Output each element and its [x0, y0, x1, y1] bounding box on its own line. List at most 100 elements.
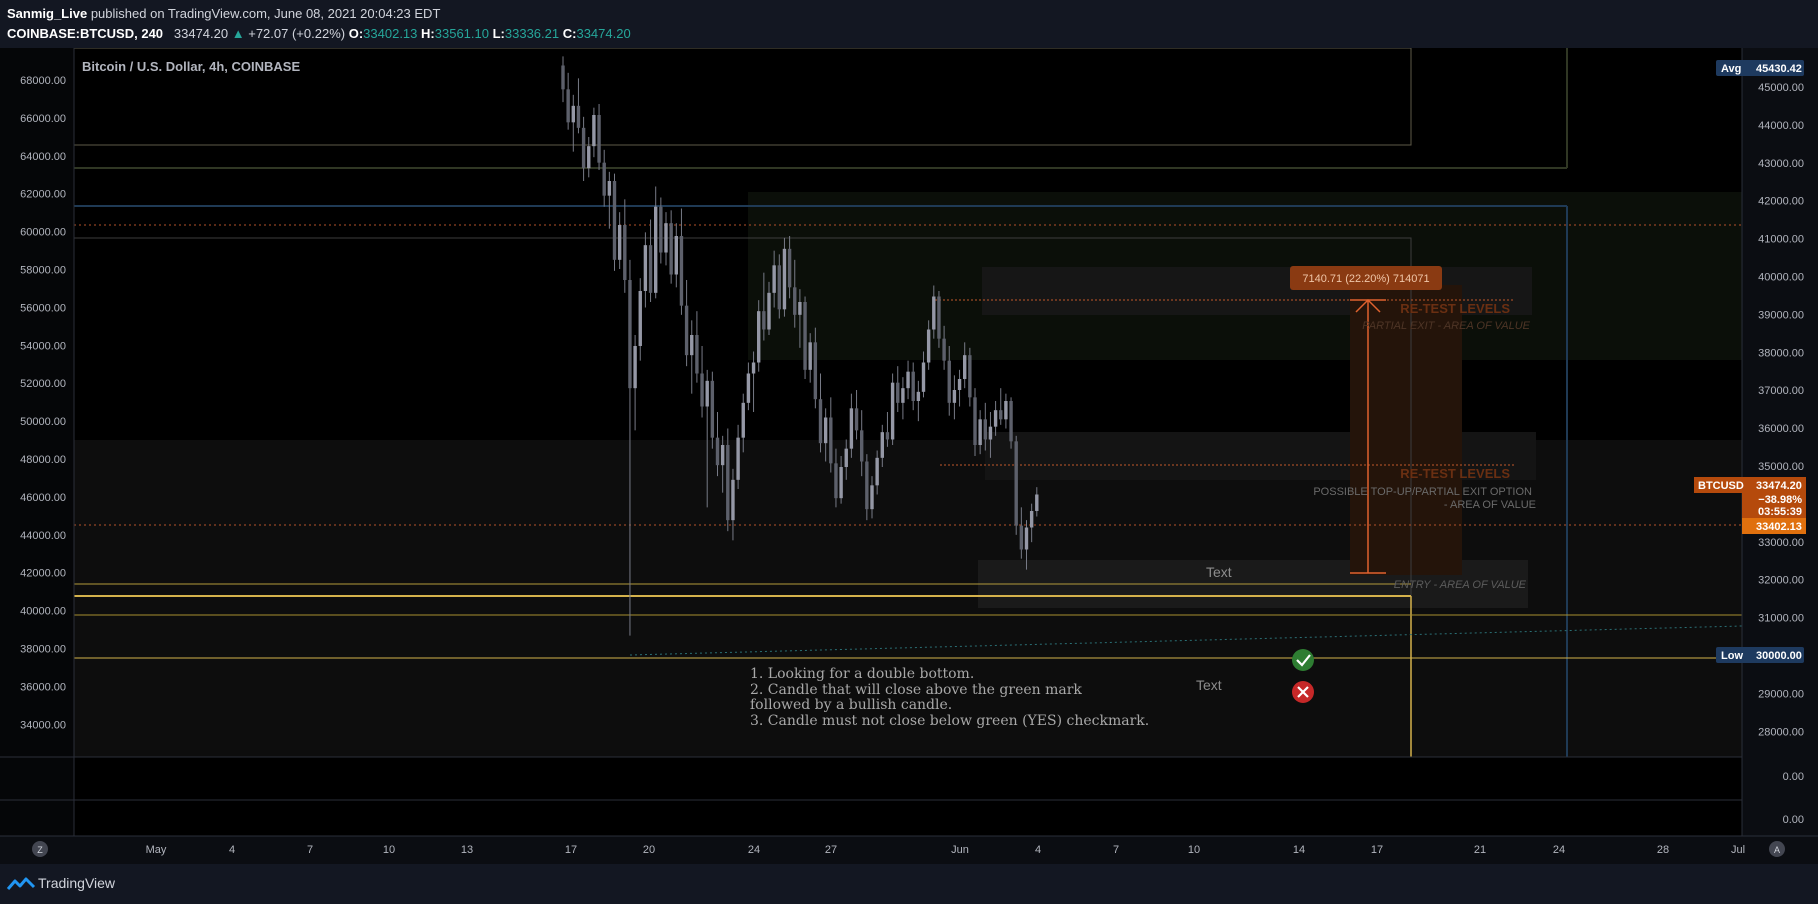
right-axis-tick: 31000.00 [1758, 613, 1804, 625]
candle-body [926, 329, 931, 363]
note-line-2: 2. Candle that will close above the gree… [750, 682, 1082, 698]
candle-body [762, 311, 766, 330]
footer-bar: TradingView [0, 864, 1818, 904]
high-label: H: [421, 26, 435, 41]
note-line-3: followed by a bullish candle. [750, 697, 952, 713]
candle-body [576, 105, 581, 128]
publisher-name[interactable]: Sanmig_Live [7, 6, 88, 21]
candle-body [659, 206, 663, 253]
time-axis-tick: 13 [461, 844, 473, 856]
left-axis-pane [0, 48, 74, 864]
retest-sub-2b: - AREA OF VALUE [1444, 499, 1536, 511]
retest-label-2: RE-TEST LEVELS [1400, 466, 1510, 481]
close-value: 33474.20 [576, 26, 631, 41]
candle-body [957, 379, 962, 390]
candle-body [911, 371, 915, 401]
candle-body [839, 467, 843, 499]
bar-countdown: 03:55:39 [1758, 506, 1802, 518]
zoom-button[interactable]: Z [32, 841, 48, 857]
left-axis-tick: 44000.00 [20, 530, 66, 542]
tradingview-logo-icon[interactable] [6, 876, 36, 892]
published-text: published on TradingView.com, June 08, 2… [90, 6, 441, 21]
candle-body [643, 245, 648, 291]
left-price-axis[interactable]: 68000.00 66000.00 64000.00 62000.00 60000.00… [20, 75, 66, 731]
candle-body [1009, 401, 1013, 442]
candle-body [679, 236, 684, 306]
candle-body [674, 236, 678, 275]
time-axis-tick: Jun [951, 844, 969, 856]
symbol-label[interactable]: COINBASE:BTCUSD, 240 [7, 26, 164, 41]
candle-body [937, 296, 941, 339]
check-icon [1292, 649, 1314, 671]
left-axis-tick: 66000.00 [20, 113, 66, 125]
time-axis-tick: May [146, 844, 167, 856]
candle-body [798, 302, 802, 315]
time-axis-tick: 10 [1188, 844, 1200, 856]
candle-body [741, 402, 745, 438]
right-axis-tick: 33000.00 [1758, 537, 1804, 549]
auto-scale-button[interactable]: A [1769, 841, 1785, 857]
candle-body [988, 426, 993, 440]
candle-body [587, 146, 591, 169]
candle-body [561, 65, 565, 90]
left-axis-tick: 64000.00 [20, 151, 66, 163]
right-axis-pane [1742, 48, 1818, 864]
candle-body [700, 373, 704, 407]
candle-body [581, 127, 586, 169]
candle-body [1024, 527, 1029, 550]
open-value: 33402.13 [363, 26, 418, 41]
right-axis-tick: 43000.00 [1758, 158, 1804, 170]
time-axis-tick: Jul [1731, 844, 1745, 856]
candle-body [885, 432, 890, 440]
time-axis[interactable]: May 4 7 10 13 17 20 24 27 Jun 4 7 10 14 17 21 24 28 Jul [146, 844, 1745, 856]
prev-close-value: 33402.13 [1756, 521, 1802, 533]
last-price-symbol: BTCUSD [1698, 480, 1744, 492]
candle-body [952, 390, 957, 403]
note-line-4: 3. Candle must not close below green (YE… [750, 713, 1149, 729]
candle-body [921, 362, 926, 392]
auto-scale-label: A [1774, 845, 1780, 855]
chart-svg[interactable]: 7140.71 (22.20%) 714071 Bitcoin / U.S. D… [0, 48, 1818, 864]
right-axis-tick: 44000.00 [1758, 120, 1804, 132]
candle-body [566, 89, 570, 123]
candle-body [648, 245, 653, 293]
retest-sub-1: PARTIAL EXIT - AREA OF VALUE [1362, 320, 1530, 332]
left-axis-tick: 38000.00 [20, 644, 66, 656]
right-axis-tick: 29000.00 [1758, 688, 1804, 700]
candle-body [571, 105, 575, 123]
right-axis-tick: 38000.00 [1758, 347, 1804, 359]
candle-body [617, 225, 622, 260]
low-value: 33336.21 [504, 26, 560, 41]
candle-body [999, 410, 1003, 420]
candle-body [1004, 401, 1008, 420]
candle-body [607, 181, 612, 196]
candle-body [813, 342, 818, 400]
last-price-change: −38.98% [1758, 494, 1802, 506]
low-label: L: [492, 26, 505, 41]
candle-body [746, 373, 751, 403]
candle-body [860, 430, 864, 462]
candle-body [726, 445, 730, 521]
candle-body [818, 399, 823, 444]
candle-body [720, 445, 725, 466]
retest-sub-2a: POSSIBLE TOP-UP/PARTIAL EXIT OPTION [1313, 486, 1532, 498]
prev-close-badge: 33402.13 [1742, 518, 1806, 534]
volume-axis: 0.00 0.00 [1783, 771, 1804, 826]
tradingview-brand[interactable]: TradingView [38, 875, 116, 891]
last-price-value: 33474.20 [1756, 480, 1802, 492]
entry-label: ENTRY - AREA OF VALUE [1394, 579, 1527, 591]
time-axis-tick: 24 [748, 844, 760, 856]
left-axis-tick: 62000.00 [20, 189, 66, 201]
candle-body [597, 115, 601, 163]
chart-area[interactable]: 7140.71 (22.20%) 714071 Bitcoin / U.S. D… [0, 48, 1818, 864]
candle-body [932, 296, 936, 330]
candle-body [1014, 441, 1018, 526]
left-axis-tick: 52000.00 [20, 378, 66, 390]
time-axis-tick: 17 [1371, 844, 1383, 856]
candle-body [664, 223, 668, 253]
ohlc-legend: COINBASE:BTCUSD, 240 33474.20 ▲ +72.07 (… [7, 26, 631, 42]
candle-body [947, 360, 951, 403]
cross-icon [1292, 681, 1314, 703]
left-axis-tick: 58000.00 [20, 265, 66, 277]
candle-body [993, 410, 998, 427]
